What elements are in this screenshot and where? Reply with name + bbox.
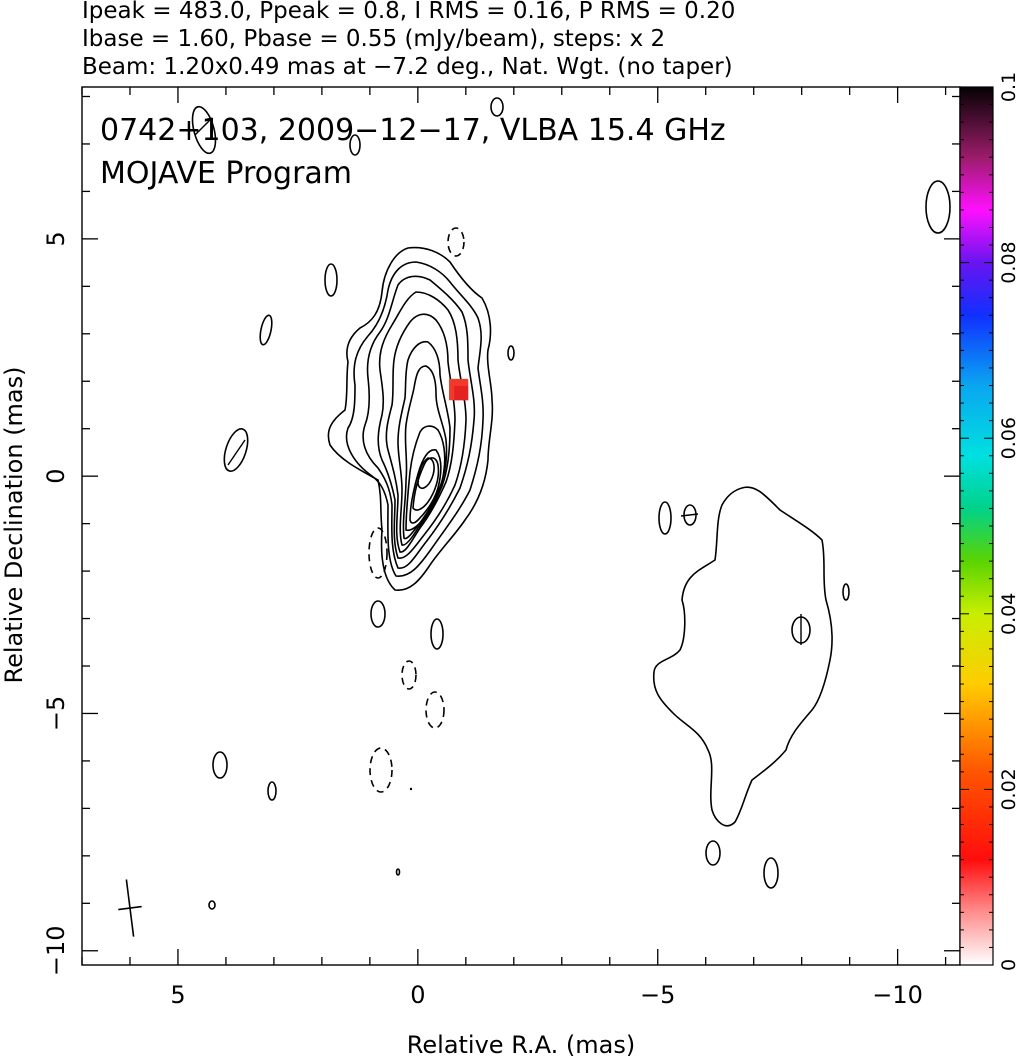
- negative-contour: [401, 660, 417, 690]
- contour-level-1: [327, 246, 494, 591]
- polarization-ticks: [194, 117, 802, 645]
- contour-level-10: [412, 457, 440, 511]
- core-jet-contours: [327, 246, 494, 591]
- noise-contour: [409, 787, 413, 791]
- isolated-noise-contours: [191, 97, 951, 910]
- x-tick-label: −5: [640, 981, 675, 1009]
- noise-contour: [395, 868, 401, 876]
- noise-contour: [223, 428, 249, 472]
- contour-layer: [191, 97, 951, 910]
- colorbar-tick-label: 0: [998, 959, 1020, 971]
- noise-contour: [763, 857, 779, 889]
- colorbar-tick-label: 0.06: [998, 417, 1020, 459]
- chart-title: 0742+103, 2009−12−17, VLBA 15.4 GHz: [100, 113, 726, 148]
- header-line-1: Ipeak = 483.0, Ppeak = 0.8, I RMS = 0.16…: [82, 0, 735, 24]
- beam-cross: [118, 879, 142, 937]
- x-tick-label: 0: [410, 981, 425, 1009]
- beam-minor-axis: [118, 905, 142, 911]
- noise-contour: [490, 97, 504, 117]
- y-tick-label: 5: [42, 231, 70, 246]
- contour-level-9: [409, 449, 442, 524]
- colorbar-ticks: 0 0.02 0.04 0.06 0.08 0.1: [960, 72, 1020, 971]
- contour-level-4: [377, 291, 467, 559]
- x-tick-label: 5: [170, 981, 185, 1009]
- negative-contour: [425, 691, 445, 729]
- noise-contour: [507, 345, 515, 361]
- polarization-tick: [227, 439, 246, 466]
- colorbar: [959, 86, 994, 966]
- extended-southwest-emission-contour: [652, 486, 833, 827]
- negative-contour: [447, 227, 465, 257]
- noise-contour: [191, 105, 217, 155]
- y-tick-label: −5: [42, 696, 70, 731]
- noise-contour: [349, 134, 361, 156]
- colorbar-tick-label: 0.1: [998, 72, 1020, 102]
- header-line-2: Ibase = 1.60, Pbase = 0.55 (mJy/beam), s…: [82, 26, 665, 52]
- colorbar-tick-label: 0.04: [998, 593, 1020, 635]
- x-axis-label: Relative R.A. (mas): [407, 1031, 635, 1059]
- y-axis-label: Relative Declination (mas): [0, 366, 28, 683]
- x-axis: 5 0 −5 −10: [81, 87, 947, 1009]
- negative-contour: [369, 747, 393, 793]
- contour-level-11: [417, 457, 435, 490]
- noise-contour: [430, 618, 444, 650]
- colorbar-tick-label: 0.02: [998, 768, 1020, 810]
- polarization-tick: [194, 117, 213, 136]
- noise-contour: [370, 600, 386, 628]
- y-tick-label: 0: [42, 469, 70, 484]
- colorbar-tick-label: 0.08: [998, 241, 1020, 283]
- polarized-patch-cell: [454, 385, 469, 401]
- plot-frame: [81, 86, 961, 966]
- noise-contour: [658, 501, 672, 535]
- header-line-3: Beam: 1.20x0.49 mas at −7.2 deg., Nat. W…: [82, 54, 733, 80]
- x-tick-label: −10: [872, 981, 923, 1009]
- contour-level-2: [345, 261, 484, 577]
- contour-level-5: [385, 313, 456, 553]
- noise-contour: [208, 900, 216, 910]
- noise-contour: [267, 781, 277, 801]
- negative-contour: [368, 527, 388, 579]
- chart-subtitle: MOJAVE Program: [100, 156, 352, 191]
- polarization-tick: [680, 513, 699, 517]
- polarized-intensity-patch: [449, 378, 469, 401]
- noise-contour: [259, 314, 273, 346]
- noise-contour: [705, 840, 721, 866]
- noise-contour: [212, 751, 228, 779]
- contour-level-3: [362, 275, 476, 569]
- noise-contour: [842, 583, 850, 601]
- contour-level-8: [405, 425, 446, 532]
- y-axis: 5 0 −5 −10: [42, 95, 960, 976]
- noise-contour: [324, 263, 338, 297]
- y-tick-label: −10: [42, 925, 70, 976]
- contour-level-7: [402, 365, 448, 540]
- noise-contour: [925, 180, 951, 234]
